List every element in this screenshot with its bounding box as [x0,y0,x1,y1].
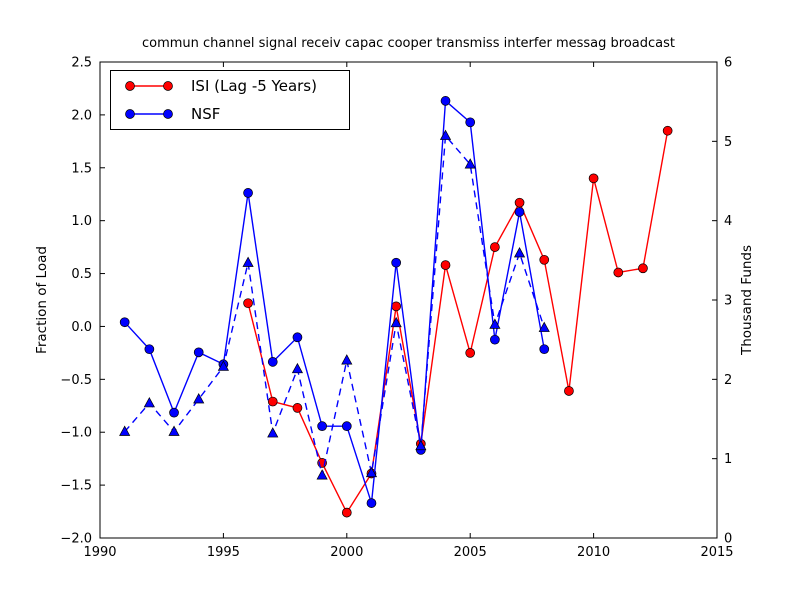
x-tick-label: 2005 [454,545,487,560]
data-point-marker [465,117,476,128]
data-point-marker [638,263,648,274]
data-point-marker [243,298,253,309]
y-tick-left-label: 0.5 [71,267,92,282]
y-tick-left-label: −0.5 [60,373,92,388]
series-line [124,99,545,504]
data-point-marker [242,256,254,267]
legend-swatch-nsf [125,109,173,119]
data-point-marker [292,332,303,343]
data-point-marker [341,421,352,431]
chart-title: commun channel signal receiv capac coope… [142,36,675,51]
data-point-marker [489,318,501,329]
data-point-marker [193,347,204,358]
data-point-marker [662,125,673,136]
data-point-marker [490,334,500,345]
legend-swatch-marker [125,81,135,91]
y-tick-right-label: 5 [724,135,732,150]
data-point-marker [169,407,179,418]
data-point-marker [267,357,278,367]
data-point-marker [465,348,476,358]
y-tick-left-label: 2.5 [71,56,92,71]
y-tick-left-label: 2.0 [71,108,92,123]
data-point-marker [539,254,550,265]
data-point-marker [440,260,451,270]
data-point-marker [538,321,550,332]
data-point-marker [564,386,574,396]
series-line [247,130,669,515]
plot-border [99,61,718,539]
y-tick-right-label: 0 [724,532,732,547]
data-point-marker [168,425,180,436]
data-point-marker [267,427,279,438]
data-point-marker [391,257,402,268]
y-tick-right-label: 1 [724,452,732,467]
legend-label-nsf: NSF [191,105,221,123]
legend-item-nsf: NSF [111,102,349,127]
x-tick-label: 2010 [577,545,610,560]
data-point-marker [366,498,377,508]
data-point-marker [439,129,452,140]
data-point-marker [464,158,476,169]
data-point-marker [514,197,525,208]
data-point-marker [243,188,253,198]
y-tick-right-label: 2 [724,373,732,388]
data-point-marker [341,507,352,518]
data-point-marker [490,242,500,252]
data-point-marker [317,421,327,431]
data-point-marker [365,466,378,478]
y-tick-right-label: 3 [724,294,732,309]
y-tick-left-label: −2.0 [60,532,92,547]
data-point-marker [391,301,402,312]
data-point-marker [613,267,624,278]
legend: ISI (Lag -5 Years) NSF [110,70,350,130]
data-point-marker [292,403,303,413]
y-tick-right-label: 4 [724,214,732,229]
y-tick-right-label: 6 [724,56,732,71]
x-tick-label: 2000 [330,545,363,560]
y-tick-left-label: −1.5 [60,479,92,494]
data-point-marker [316,469,328,480]
y-tick-left-label: 1.0 [71,214,92,229]
legend-swatch-marker [125,109,135,119]
legend-swatch-marker [163,81,173,91]
y-tick-left-label: −1.0 [60,426,92,441]
data-point-marker [341,354,353,365]
data-point-marker [193,393,205,404]
data-point-marker [144,344,155,355]
data-point-marker [514,207,525,217]
data-point-marker [291,362,304,374]
data-point-marker [119,317,130,328]
legend-swatch-isi [125,81,173,91]
data-point-marker [119,425,131,436]
data-point-marker [588,173,599,184]
data-point-marker [415,439,427,451]
x-tick-label: 2015 [700,545,733,560]
y-tick-left-label: 0.0 [71,320,92,335]
data-point-marker [513,247,526,258]
y-tick-left-label: 1.5 [71,161,92,176]
legend-label-isi: ISI (Lag -5 Years) [191,77,317,95]
legend-item-isi: ISI (Lag -5 Years) [111,74,349,99]
x-tick-label: 1990 [83,545,116,560]
data-point-marker [143,397,155,408]
series-line [124,134,545,476]
data-point-marker [217,360,229,371]
data-point-marker [390,316,402,328]
data-point-marker [440,96,451,106]
x-tick-label: 1995 [207,545,240,560]
data-point-marker [539,344,550,355]
data-point-marker [267,396,278,407]
legend-swatch-marker [163,109,173,119]
